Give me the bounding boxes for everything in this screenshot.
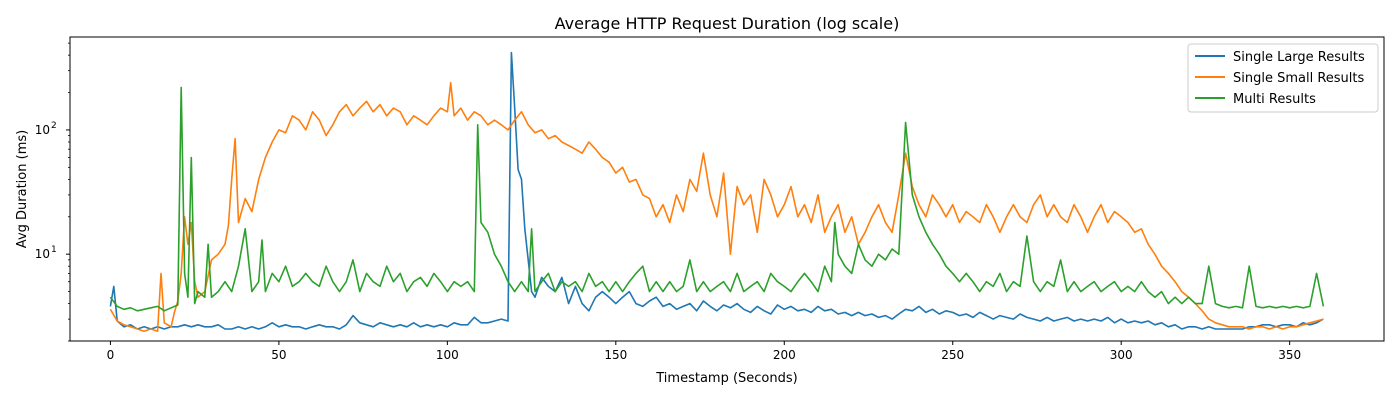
x-tick-label: 350: [1278, 348, 1301, 362]
series-line-1: [109, 81, 1324, 332]
legend-label-multi: Multi Results: [1233, 92, 1316, 107]
series-line-2: [109, 86, 1325, 312]
plot-frame: [69, 36, 1385, 342]
chart-title: Average HTTP Request Duration (log scale…: [555, 14, 900, 33]
legend-box: [1187, 43, 1379, 113]
x-tick-label: 300: [1110, 348, 1133, 362]
series-line-0: [109, 51, 1324, 330]
x-tick-label: 250: [941, 348, 964, 362]
x-axis-label: Timestamp (Seconds): [655, 371, 797, 386]
y-tick-exponent: 2: [51, 121, 57, 131]
x-tick-label: 0: [107, 348, 115, 362]
series-layer: [109, 51, 1325, 332]
x-tick-label: 50: [271, 348, 286, 362]
y-tick-label: 10: [35, 247, 50, 261]
x-tick-label: 200: [773, 348, 796, 362]
legend: Single Large Results Single Small Result…: [1187, 43, 1379, 113]
legend-label-single-large: Single Large Results: [1233, 50, 1365, 65]
x-tick-label: 150: [604, 348, 627, 362]
legend-label-single-small: Single Small Results: [1233, 71, 1365, 86]
x-tick-label: 100: [436, 348, 459, 362]
y-tick-exponent: 1: [51, 245, 57, 255]
y-tick-label: 10: [35, 123, 50, 137]
y-axis-label: Avg Duration (ms): [15, 130, 30, 248]
x-axis-ticks: 0 50 100 150 200 250 300 350: [107, 341, 1301, 362]
